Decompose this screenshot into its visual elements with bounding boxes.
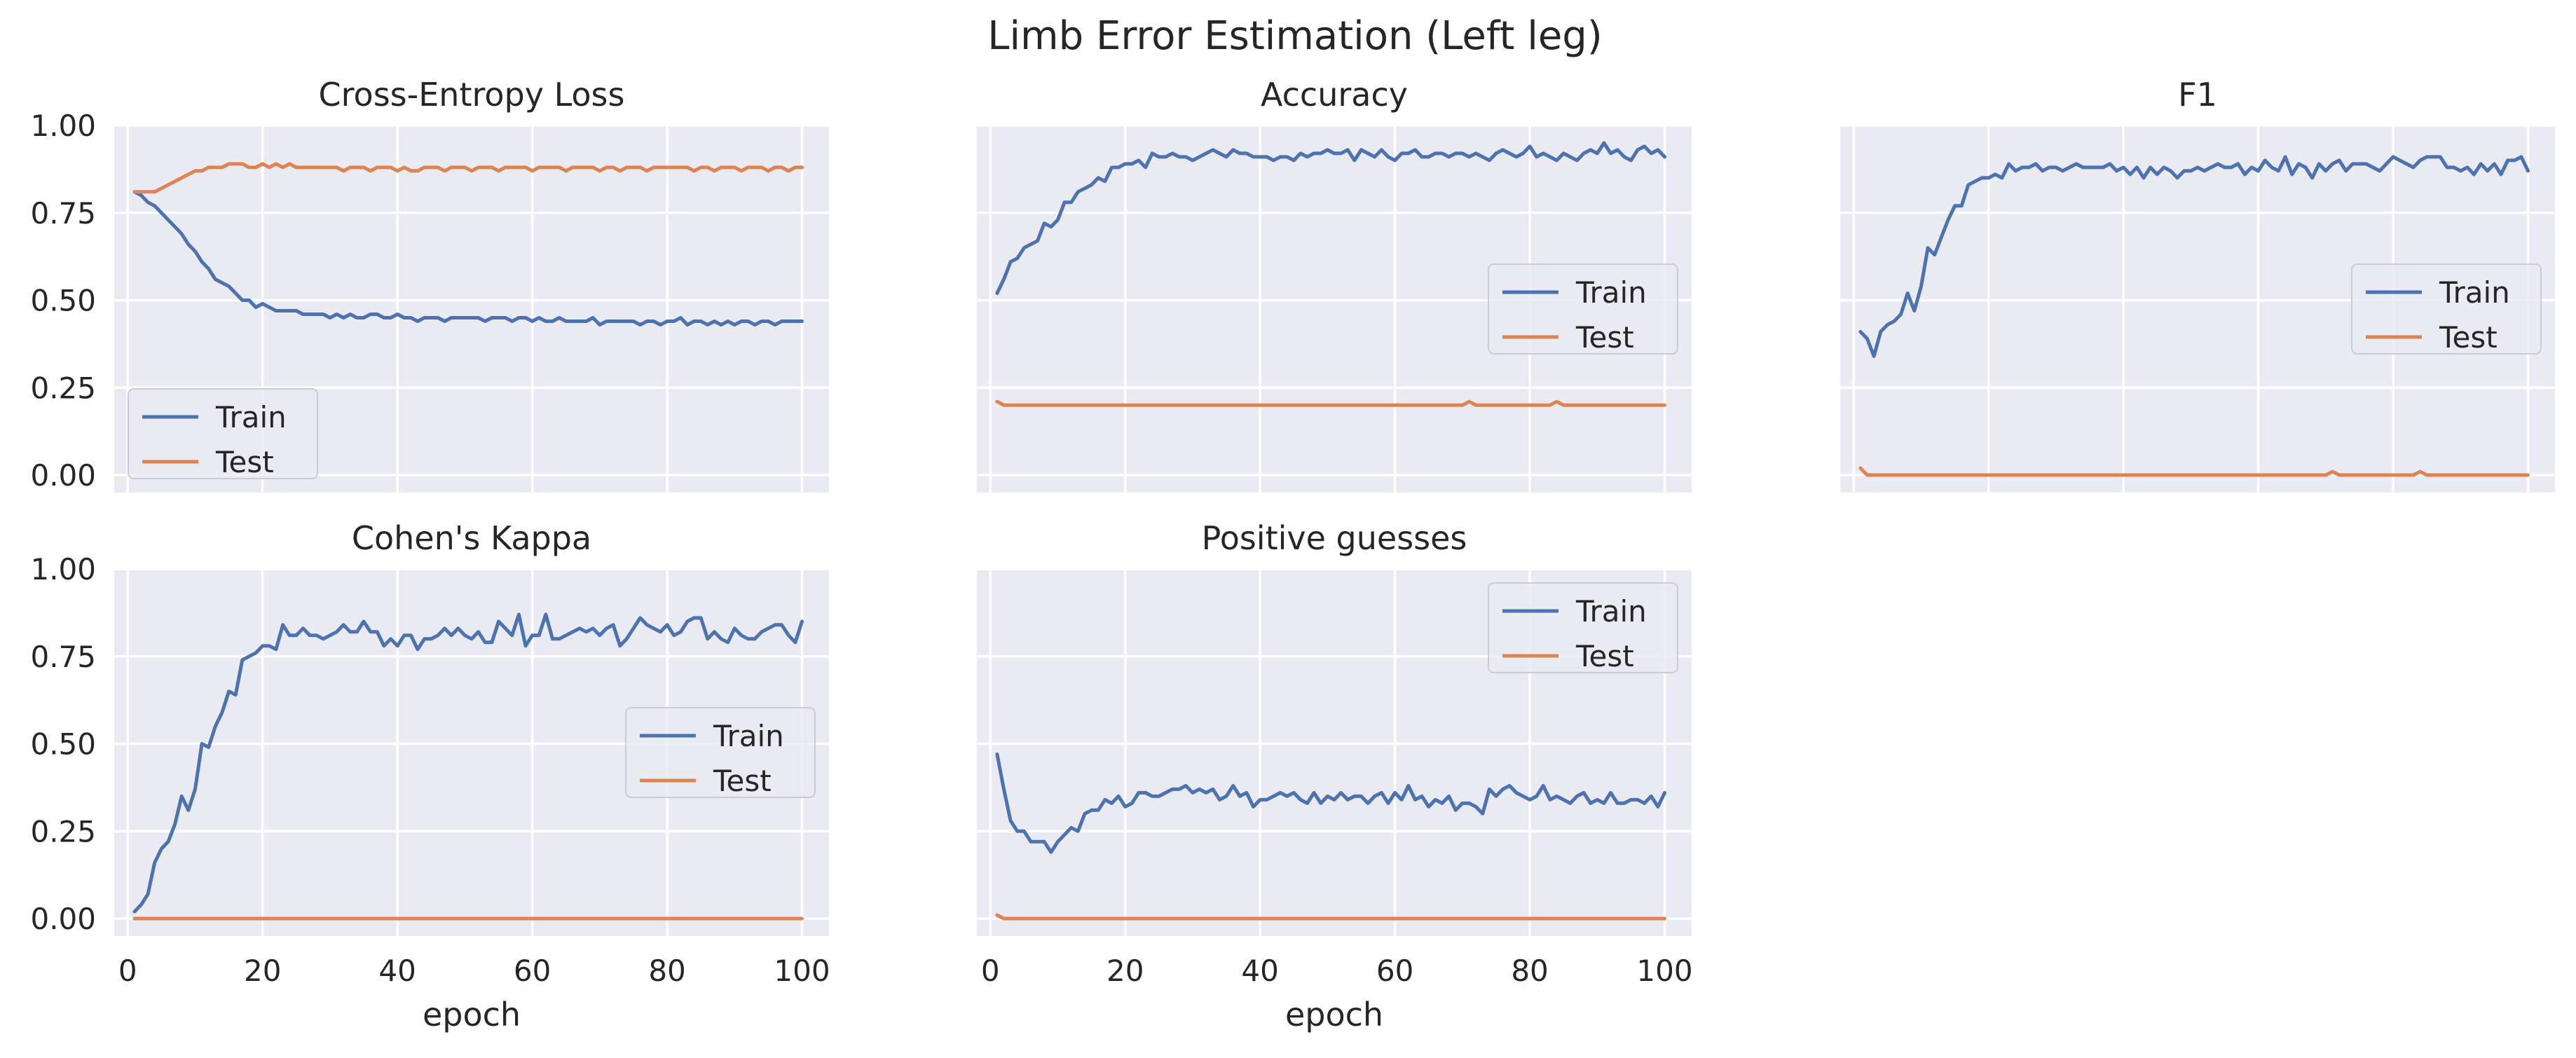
legend-box [1488,263,1678,355]
series-line-train [995,753,1666,854]
legend-label-train: Train [1575,275,1647,310]
legend-label-test: Test [215,445,274,479]
legend-label-train: Train [215,400,287,434]
ytick-label: 0.00 [30,902,96,936]
series-group [995,141,1666,407]
series-group [995,753,1666,921]
ytick-label: 0.00 [30,458,96,493]
xtick-label: 100 [774,954,830,988]
subplot-cohen-s-kappa: Cohen's Kappa 0.00 0.25 0.50 0.75 1.00 0 20 40 60… [30,519,830,1033]
legend-label-test: Test [2439,320,2498,355]
subplot-title: Positive guesses [1202,519,1467,557]
subplot-title: Cross-Entropy Loss [319,76,625,114]
xtick-label: 60 [1376,954,1413,988]
ytick-label: 0.75 [30,640,96,674]
legend: Train Test [128,388,318,479]
legend-label-test: Test [1575,320,1634,355]
subplot-cross-entropy-loss: Cross-Entropy Loss 0.00 0.25 0.50 0.75 1.00 Tr… [30,76,829,493]
ytick-label: 0.25 [30,814,96,849]
series-group [1858,155,2530,477]
series-line-train [1858,155,2530,358]
legend: Train Test [1488,582,1678,673]
legend: Train Test [1488,263,1678,355]
xtick-label: 40 [1241,954,1278,988]
ytick-label: 1.00 [30,109,96,143]
xtick-label: 40 [378,954,416,988]
series-line-test [1858,466,2530,477]
series-line-test [132,162,804,194]
series-group [132,162,804,327]
figure-title: Limb Error Estimation (Left leg) [987,13,1602,59]
xtick-label: 20 [244,954,281,988]
ytick-label: 1.00 [30,552,96,586]
series-group [132,612,804,921]
legend: Train Test [2351,263,2542,355]
legend-label-train: Train [713,719,784,753]
series-line-test [995,399,1666,407]
ytick-label: 0.50 [30,284,96,318]
subplot-grid: Cross-Entropy Loss 0.00 0.25 0.50 0.75 1.00 Tr… [30,76,2555,1033]
series-line-test [995,913,1666,921]
subplot-f1: F1 Train Test [1840,76,2555,493]
ytick-label: 0.25 [30,371,96,405]
subplot-accuracy: Accuracy Train Test [977,76,1692,493]
xtick-label: 20 [1107,954,1144,988]
series-line-train [132,190,804,327]
series-line-train [995,141,1666,295]
legend-box [2351,263,2542,355]
ytick-label: 0.75 [30,196,96,231]
xtick-label: 80 [648,954,685,988]
legend-label-test: Test [713,764,772,798]
subplot-positive-guesses: Positive guesses 0 20 40 60 80 100 epoch Train Te… [977,519,1693,1033]
xtick-label: 100 [1636,954,1692,988]
legend: Train Test [625,707,816,798]
legend-box [625,707,816,798]
subplot-title: Accuracy [1261,76,1408,114]
xtick-label: 60 [514,954,551,988]
legend-label-train: Train [1575,594,1647,628]
xtick-label: 80 [1511,954,1548,988]
legend-label-train: Train [2439,275,2510,310]
legend-box [1488,582,1678,673]
legend-box [128,388,318,479]
xtick-label: 0 [118,954,137,988]
series-line-train [132,612,804,914]
subplot-title: F1 [2178,76,2217,114]
subplot-title: Cohen's Kappa [352,519,591,557]
x-axis-label: epoch [423,996,521,1033]
x-axis-label: epoch [1285,996,1383,1033]
xtick-label: 0 [981,954,1000,988]
ytick-label: 0.50 [30,727,96,762]
legend-label-test: Test [1575,639,1634,673]
